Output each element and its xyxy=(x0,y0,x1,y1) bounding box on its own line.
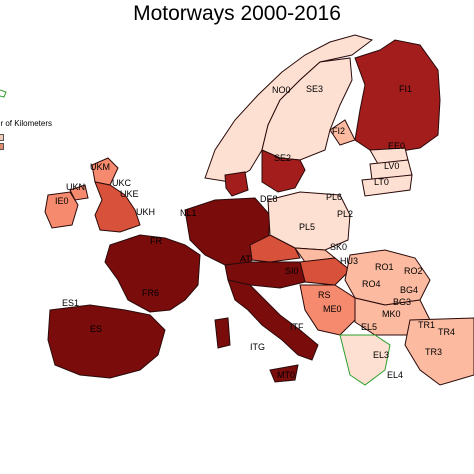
label-TR4: TR4 xyxy=(438,327,455,337)
label-HU3: HU3 xyxy=(340,256,358,266)
label-UKE: UKE xyxy=(120,189,139,199)
region-EL xyxy=(339,334,391,386)
label-PL2: PL2 xyxy=(337,209,353,219)
label-LV0: LV0 xyxy=(384,161,399,171)
label-DE8: DE8 xyxy=(260,194,278,204)
region-BALKANS xyxy=(299,284,356,336)
label-ME0: ME0 xyxy=(323,304,342,314)
label-NL1: NL1 xyxy=(180,208,197,218)
label-LT0: LT0 xyxy=(374,177,389,187)
label-RO1: RO1 xyxy=(375,262,394,272)
label-ITF: ITF xyxy=(290,322,304,332)
region-FR xyxy=(104,234,201,313)
region-FI1 xyxy=(354,39,441,153)
label-EL4: EL4 xyxy=(387,370,403,380)
label-FI2: FI2 xyxy=(332,126,345,136)
label-UKM: UKM xyxy=(90,162,110,172)
label-PL6: PL6 xyxy=(326,192,342,202)
label-SI0: SI0 xyxy=(285,266,299,276)
label-SE2: SE2 xyxy=(274,153,291,163)
label-ITG: ITG xyxy=(250,342,265,352)
label-UKC: UKC xyxy=(112,178,132,188)
label-UKN: UKN xyxy=(66,182,85,192)
label-FI1: FI1 xyxy=(399,84,412,94)
region-UKE xyxy=(94,181,141,233)
region-ES xyxy=(47,304,166,379)
label-UKH: UKH xyxy=(136,207,155,217)
label-BG3: BG3 xyxy=(393,297,411,307)
region-LT0 xyxy=(361,174,413,197)
label-BG4: BG4 xyxy=(400,285,418,295)
label-IE0: IE0 xyxy=(55,196,69,206)
region-SE3 xyxy=(261,57,353,161)
label-TR3: TR3 xyxy=(425,347,442,357)
label-MT0: MT0 xyxy=(277,370,295,380)
label-AT: AT xyxy=(240,254,251,264)
region-SICILY xyxy=(269,364,299,383)
lake-outline xyxy=(0,89,7,98)
label-EE0: EE0 xyxy=(388,141,405,151)
region-SARDINIA xyxy=(214,317,231,349)
label-RS: RS xyxy=(318,290,331,300)
region-labels: FI1 SE3 NO0 FI2 EE0 LV0 LT0 SE2 UKM UKC … xyxy=(55,84,455,380)
legend-swatch-2 xyxy=(0,143,4,150)
map-title: Motorways 2000-2016 xyxy=(133,2,341,25)
label-FR: FR xyxy=(150,236,162,246)
region-IE0 xyxy=(44,191,79,229)
label-SK0: SK0 xyxy=(330,242,347,252)
region-DK xyxy=(224,171,249,197)
label-RO2: RO2 xyxy=(404,266,423,276)
label-ES1: ES1 xyxy=(62,298,79,308)
label-SE3: SE3 xyxy=(306,84,323,94)
label-RO4: RO4 xyxy=(362,279,381,289)
label-ES: ES xyxy=(90,324,102,334)
region-FI2 xyxy=(329,119,356,146)
legend-title: er of Kilometers xyxy=(0,119,53,128)
label-PL5: PL5 xyxy=(299,222,315,232)
region-UKM xyxy=(91,157,119,186)
region-CZ xyxy=(249,234,301,263)
region-IT xyxy=(227,279,319,361)
region-NO0 xyxy=(204,34,374,183)
label-TR1: TR1 xyxy=(418,320,435,330)
label-EL5: EL5 xyxy=(361,322,377,332)
region-TR xyxy=(404,317,474,386)
label-EL3: EL3 xyxy=(373,350,389,360)
label-MK0: MK0 xyxy=(382,309,401,319)
label-FR6: FR6 xyxy=(142,288,159,298)
legend-swatch-1 xyxy=(0,134,4,141)
region-SE2 xyxy=(261,149,306,193)
label-NO0: NO0 xyxy=(272,85,291,95)
